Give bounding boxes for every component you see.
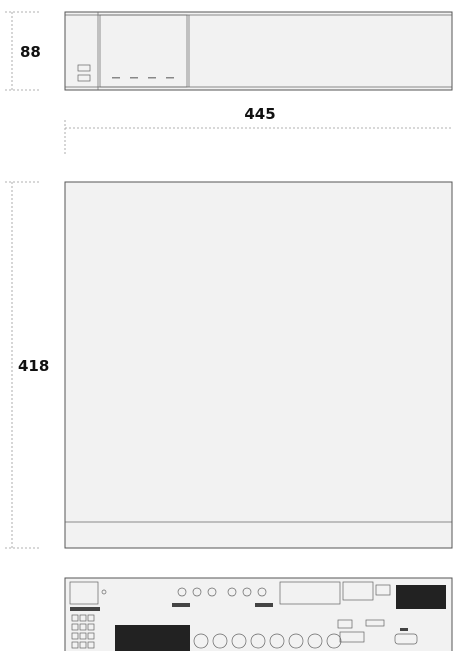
front-view bbox=[64, 11, 453, 91]
port bbox=[339, 631, 365, 643]
spec-label bbox=[115, 625, 190, 651]
port bbox=[365, 619, 385, 627]
width-label: 445 bbox=[244, 105, 275, 123]
label-strip bbox=[70, 607, 100, 611]
button bbox=[77, 64, 91, 72]
port-grid bbox=[71, 614, 95, 649]
port bbox=[337, 619, 353, 629]
warning-label bbox=[396, 585, 446, 609]
port bbox=[375, 584, 391, 596]
top-cover bbox=[64, 181, 453, 549]
top-view bbox=[64, 181, 453, 549]
rear-view bbox=[64, 577, 453, 651]
screw bbox=[101, 589, 107, 595]
tag bbox=[255, 603, 273, 607]
button bbox=[77, 74, 91, 82]
depth-label: 418 bbox=[18, 357, 49, 375]
db-connector bbox=[394, 633, 418, 645]
bnc-row bbox=[193, 633, 342, 649]
indicators bbox=[112, 77, 174, 79]
tag bbox=[172, 603, 190, 607]
height-label: 88 bbox=[20, 43, 41, 61]
front-panel bbox=[64, 11, 453, 91]
tag bbox=[400, 628, 408, 631]
terminal-block bbox=[342, 581, 374, 601]
top-connectors bbox=[177, 587, 267, 597]
fan bbox=[69, 581, 99, 605]
terminal-block bbox=[279, 581, 341, 605]
front-window bbox=[99, 14, 188, 88]
